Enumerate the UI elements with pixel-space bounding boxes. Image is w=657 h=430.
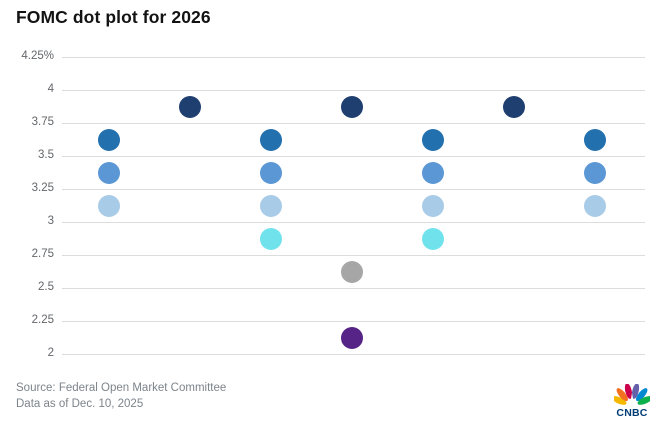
- projection-dot: [421, 161, 444, 184]
- gridline: [62, 288, 645, 289]
- projection-dot: [97, 194, 120, 217]
- projection-dot: [421, 227, 444, 250]
- gridline: [62, 57, 645, 58]
- projection-dot: [340, 326, 363, 349]
- gridline: [62, 123, 645, 124]
- projection-dot: [583, 161, 606, 184]
- y-axis-tick-label: 3: [47, 215, 54, 227]
- gridline: [62, 255, 645, 256]
- projection-dot: [178, 95, 201, 118]
- asof-note: Data as of Dec. 10, 2025: [16, 398, 144, 410]
- projection-dot: [97, 128, 120, 151]
- chart-footer: Source: Federal Open Market Committee Da…: [16, 380, 226, 412]
- projection-dot: [421, 194, 444, 217]
- projection-dot: [259, 227, 282, 250]
- projection-dot: [97, 161, 120, 184]
- source-note: Source: Federal Open Market Committee: [16, 382, 227, 394]
- projection-dot: [259, 161, 282, 184]
- projection-dot: [259, 194, 282, 217]
- y-axis-tick-label: 3.75: [31, 116, 54, 128]
- y-axis-tick-label: 2.75: [31, 248, 54, 260]
- projection-dot: [340, 260, 363, 283]
- y-axis-tick-label: 2.5: [38, 281, 54, 293]
- peacock-icon: [614, 384, 650, 407]
- gridline: [62, 321, 645, 322]
- y-axis-tick-label: 2: [47, 347, 54, 359]
- gridline: [62, 156, 645, 157]
- projection-dot: [421, 128, 444, 151]
- projection-dot: [583, 194, 606, 217]
- projection-dot: [259, 128, 282, 151]
- y-axis-tick-label: 3.5: [38, 149, 54, 161]
- projection-dot: [340, 95, 363, 118]
- projection-dot: [502, 95, 525, 118]
- chart-title: FOMC dot plot for 2026: [16, 7, 211, 27]
- y-axis-tick-label: 4.25%: [21, 50, 54, 62]
- gridline: [62, 222, 645, 223]
- gridline: [62, 354, 645, 355]
- cnbc-wordmark: CNBC: [616, 407, 648, 419]
- y-axis-tick-label: 2.25: [31, 314, 54, 326]
- y-axis-tick-label: 3.25: [31, 182, 54, 194]
- cnbc-logo: CNBC: [609, 384, 655, 419]
- y-axis-tick-label: 4: [47, 83, 54, 95]
- gridline: [62, 189, 645, 190]
- projection-dot: [583, 128, 606, 151]
- gridline: [62, 90, 645, 91]
